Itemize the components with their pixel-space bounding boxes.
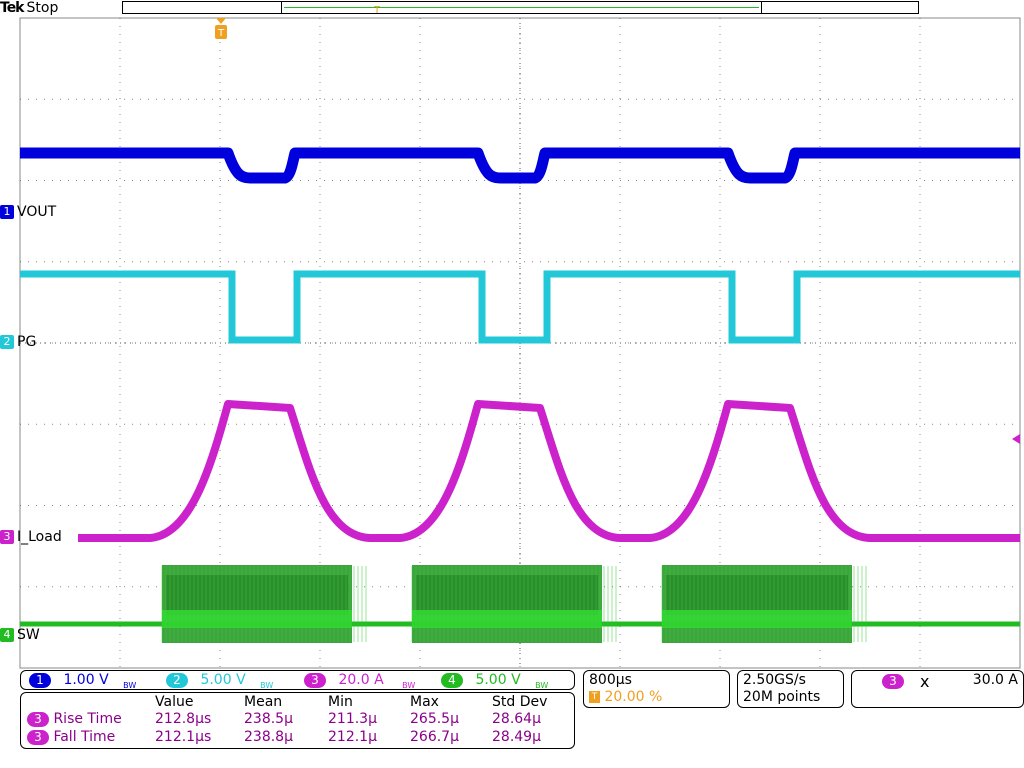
sample-rate: 2.50GS/s [743,672,806,688]
brand-header: Tek Stop [0,0,58,18]
measurement-panel[interactable]: Value Mean Min Max Std Dev 3 Rise Time 2… [20,692,575,749]
record-view-window[interactable] [281,1,762,14]
ch1-name: VOUT [17,204,57,220]
meas-std-dev: 28.64μ [492,711,541,727]
col-min: Min [328,693,353,710]
meas-mean: 238.8μ [244,729,293,745]
col-mean: Mean [244,693,283,710]
ch1-waveform [20,147,1020,184]
ch3-ground-marker: 3 [0,530,14,544]
ch4-switching-band [412,610,602,628]
timebase-panel[interactable]: 800μs T 20.00 % [583,670,730,708]
ch2-scale-value: 5.00 V [200,672,246,688]
trigger-source-badge: 3 [882,674,904,689]
ch2-waveform [20,270,1020,344]
ch2-scale[interactable]: 2 5.00 V BW [166,672,306,690]
meas-name: Rise Time [53,711,122,727]
ch1-scale-value: 1.00 V [63,672,109,688]
ch4-scale-value: 5.00 V [475,672,521,688]
trigger-position: T 20.00 % [589,689,662,705]
trigger-position-icon: T [589,691,600,703]
ch4-ground-marker: 4 [0,628,14,642]
ch4-switching-core [666,575,848,615]
trigger-slope-icon: х [920,672,930,691]
ch4-switching-core [416,575,598,615]
meas-min: 211.3μ [328,711,377,727]
tek-logo: Tek [0,0,24,16]
ch2-trace-label[interactable]: 2 PG [0,335,36,350]
waveform-markers: TT [215,5,1020,444]
ch4-switching-band [662,610,852,628]
ch2-bw-icon: BW [260,680,274,690]
channel-scale-bar: 1 1.00 V BW 2 5.00 V BW 3 20.0 A BW 4 5.… [20,670,575,690]
meas-source-badge: 3 [27,712,49,727]
waveform-traces [20,147,1020,643]
meas-name: Fall Time [53,729,116,745]
measurement-table: Value Mean Min Max Std Dev 3 Rise Time 2… [27,693,562,746]
ch4-badge: 4 [441,673,463,688]
trigger-position-value: 20.00 % [604,689,663,705]
ch2-ground-marker: 2 [0,335,14,349]
meas-mean: 238.5μ [244,711,293,727]
meas-value: 212.8μs [155,711,212,727]
col-max: Max [410,693,439,710]
ch3-trace-label[interactable]: 3 I_Load [0,530,62,545]
measurement-row[interactable]: 3 Fall Time 212.1μs 238.8μ 212.1μ 266.7μ… [27,728,562,746]
ch4-switching-core [166,575,348,615]
ch4-bw-icon: BW [535,680,549,690]
ch3-waveform [78,400,1020,542]
ch1-scale[interactable]: 1 1.00 V BW [29,672,169,690]
record-length: 20M points [743,689,821,705]
acquisition-panel[interactable]: 2.50GS/s 20M points [737,670,844,708]
meas-value: 212.1μs [155,729,212,745]
trigger-t-marker [215,25,227,39]
ch3-bw-icon: BW [402,680,416,690]
ch4-scale[interactable]: 4 5.00 V BW [441,672,576,690]
trigger-panel[interactable]: 3 х 30.0 A [851,670,1024,708]
record-trigger-marker: T [373,5,381,16]
ch2-name: PG [17,334,37,350]
ch2-badge: 2 [166,673,188,688]
ch3-badge: 3 [304,673,326,688]
measurement-row[interactable]: 3 Rise Time 212.8μs 238.5μ 211.3μ 265.5μ… [27,710,562,728]
meas-min: 212.1μ [328,729,377,745]
meas-std-dev: 28.49μ [492,729,541,745]
ch3-scale-value: 20.0 A [338,672,384,688]
trigger-level: 30.0 A [972,672,1018,688]
trigger-point-arrow [216,18,226,24]
ch4-trace-label[interactable]: 4 SW [0,628,40,643]
meas-source-badge: 3 [27,730,49,745]
col-std-dev: Std Dev [492,693,548,710]
horizontal-scale: 800μs [589,672,632,688]
ch1-badge: 1 [29,673,51,688]
col-value: Value [155,693,194,710]
trigger-t-marker-label: T [217,28,225,39]
ch1-bw-icon: BW [123,680,137,690]
ch3-scale[interactable]: 3 20.0 A BW [304,672,444,690]
run-state: Stop [26,0,59,16]
meas-max: 265.5μ [410,711,459,727]
ch3-trigger-level-arrow [1012,434,1020,444]
ch4-name: SW [17,627,40,643]
ch4-switching-band [162,610,352,628]
ch3-name: I_Load [17,529,62,545]
ch1-ground-marker: 1 [0,205,14,219]
measurement-header-row: Value Mean Min Max Std Dev [27,693,562,710]
ch1-trace-label[interactable]: 1 VOUT [0,205,56,220]
meas-max: 266.7μ [410,729,459,745]
